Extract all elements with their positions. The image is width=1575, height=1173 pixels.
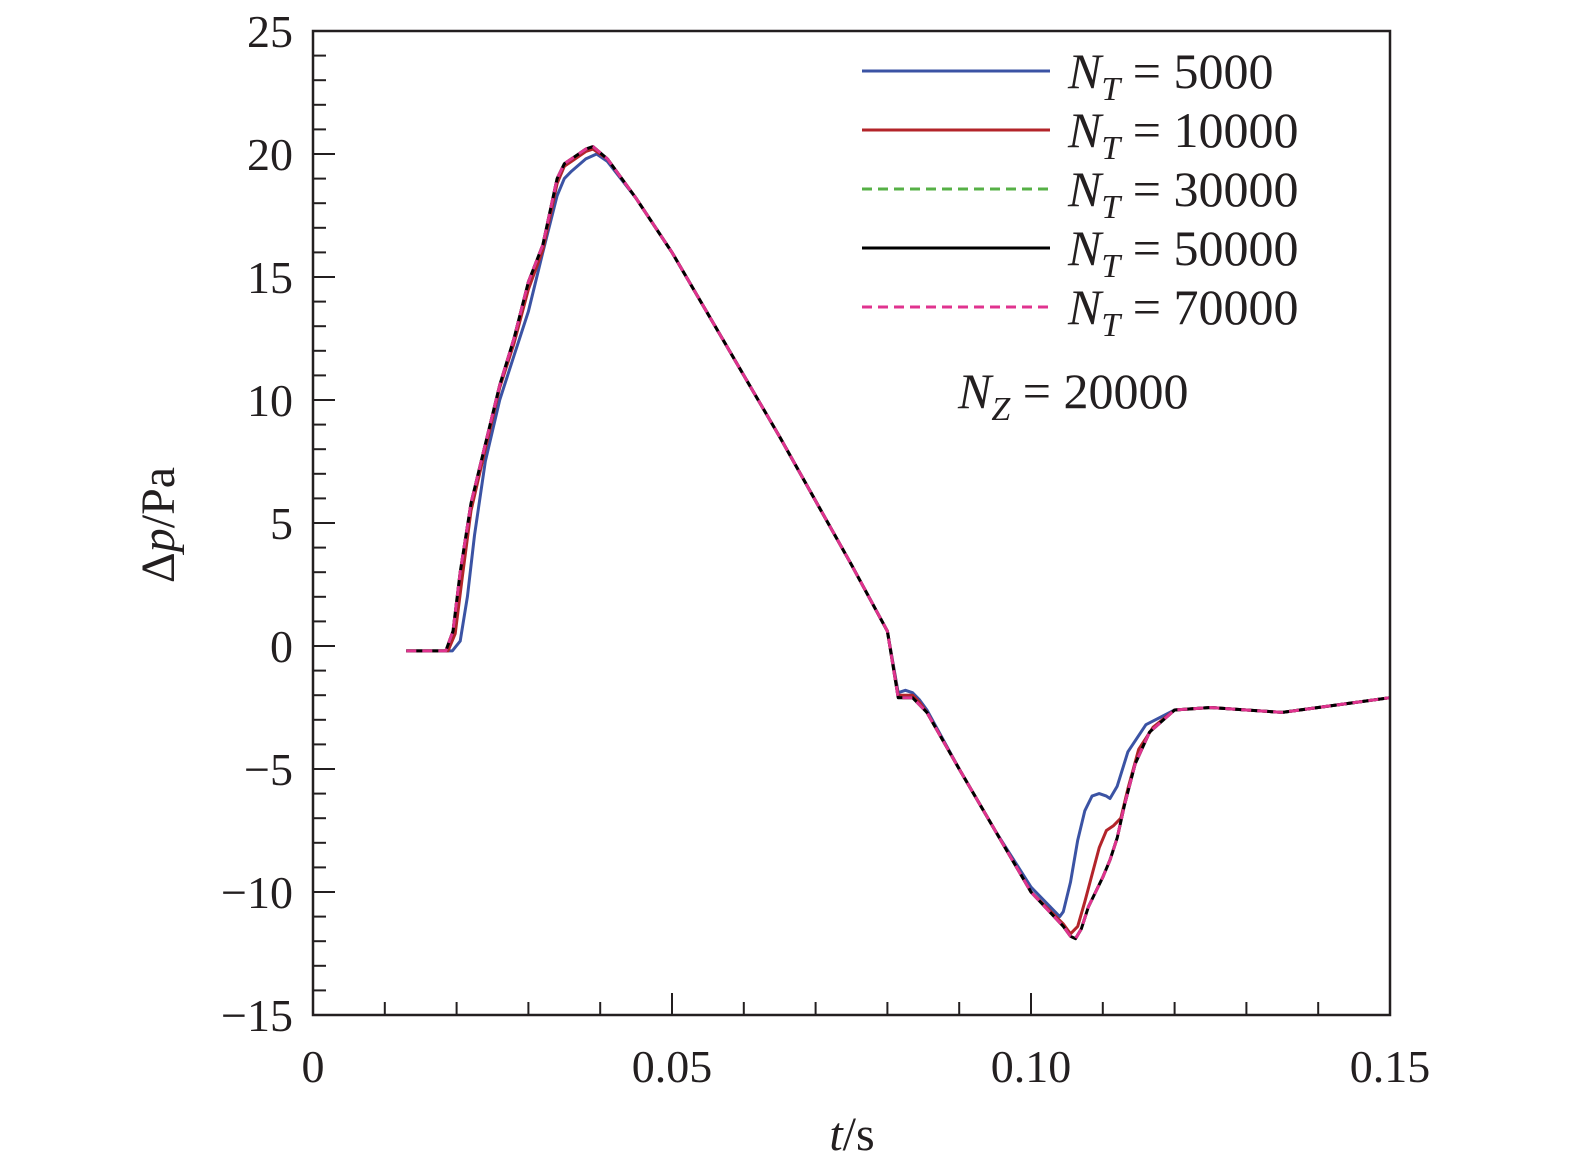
legend-label: NT = 70000 xyxy=(1067,279,1298,344)
y-tick-label: 25 xyxy=(247,6,293,57)
x-tick-labels: 0 0.05 0.10 0.15 xyxy=(302,1041,1431,1092)
y-tick-label: −10 xyxy=(221,867,293,918)
y-tick-label: 10 xyxy=(247,375,293,426)
series-line-5 xyxy=(406,145,1391,941)
x-tick-label: 0 xyxy=(302,1041,325,1092)
y-tick-label: −5 xyxy=(244,744,293,795)
y-tick-label: 20 xyxy=(247,129,293,180)
y-tick-labels: −15 −10 −5 0 5 10 15 20 25 xyxy=(221,6,293,1041)
nz-annotation: NZ = 20000 xyxy=(957,363,1188,428)
plot-frame xyxy=(311,29,1392,1017)
y-tick-label: −15 xyxy=(221,990,293,1041)
legend-label: NT = 10000 xyxy=(1067,102,1298,167)
x-tick-label: 0.10 xyxy=(991,1041,1072,1092)
x-tick-label: 0.15 xyxy=(1350,1041,1431,1092)
y-tick-label: 5 xyxy=(270,498,293,549)
series-lines xyxy=(406,145,1391,941)
x-tick-label: 0.05 xyxy=(632,1041,713,1092)
y-tick-label: 0 xyxy=(270,621,293,672)
axis-ticks xyxy=(312,30,1391,1016)
legend-label: NT = 30000 xyxy=(1067,161,1298,226)
legend-label: NT = 50000 xyxy=(1067,220,1298,285)
y-tick-label: 15 xyxy=(247,252,293,303)
y-axis-label: Δp/Pa xyxy=(132,467,185,583)
series-line-1 xyxy=(406,152,1391,919)
x-axis-label: t/s xyxy=(829,1108,874,1161)
legend-label: NT = 5000 xyxy=(1067,43,1273,108)
